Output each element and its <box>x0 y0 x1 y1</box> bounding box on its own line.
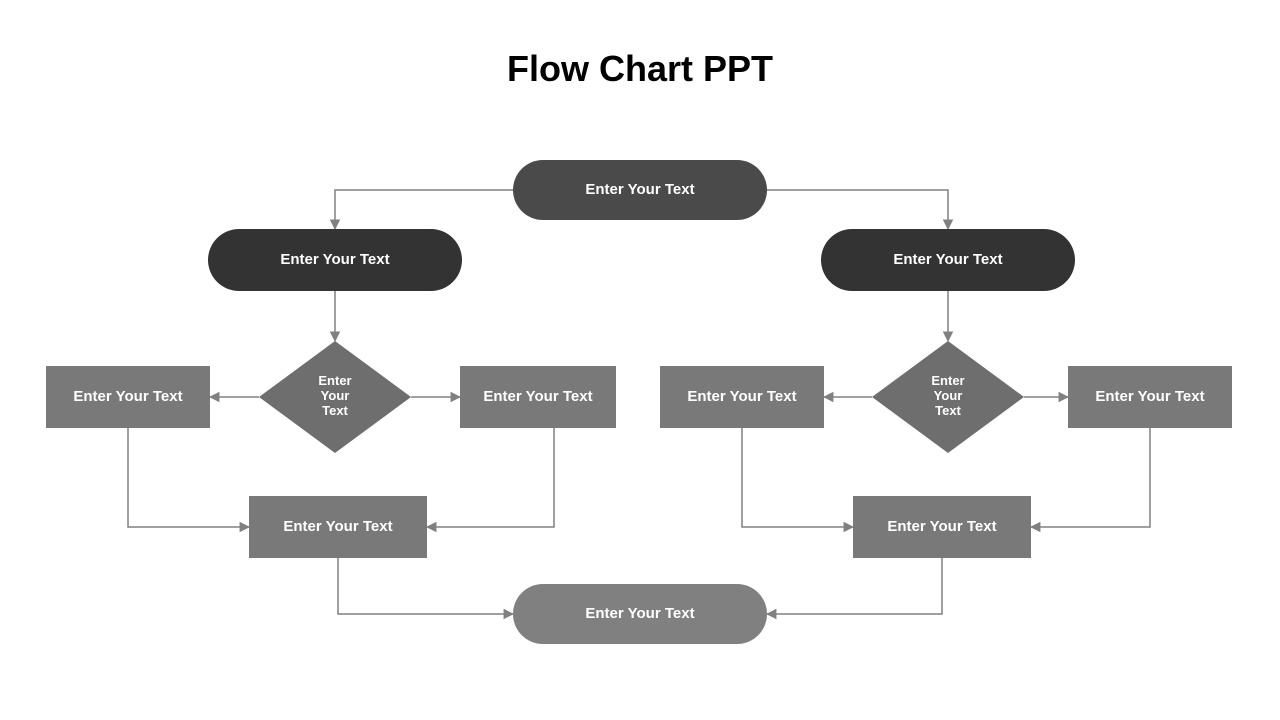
node-label: Enter Your Text <box>893 251 1002 268</box>
node-label: Enter Your Text <box>73 388 182 405</box>
node-r_r: Enter Your Text <box>1068 366 1232 428</box>
node-label: Enter Your Text <box>483 388 592 405</box>
node-label: Enter Your Text <box>280 251 389 268</box>
nodes-group: Enter Your Text Enter Your Text Enter Your… <box>46 160 1232 644</box>
flowchart-canvas: Enter Your Text Enter Your Text Enter Your… <box>0 0 1280 720</box>
node-r_l: Enter Your Text <box>660 366 824 428</box>
edge <box>338 558 513 614</box>
edge <box>128 428 249 527</box>
node-top: Enter Your Text <box>513 160 767 220</box>
edge <box>742 428 853 527</box>
node-label: EnterYourText <box>318 373 351 418</box>
node-label: Enter Your Text <box>585 605 694 622</box>
node-l_pill: Enter Your Text <box>208 229 462 291</box>
node-label: Enter Your Text <box>687 388 796 405</box>
node-label: Enter Your Text <box>283 518 392 535</box>
node-l_r: Enter Your Text <box>460 366 616 428</box>
node-l_l: Enter Your Text <box>46 366 210 428</box>
node-end: Enter Your Text <box>513 584 767 644</box>
edge <box>767 558 942 614</box>
node-label: Enter Your Text <box>585 181 694 198</box>
node-label: Enter Your Text <box>887 518 996 535</box>
node-r_pill: Enter Your Text <box>821 229 1075 291</box>
node-l_dia: EnterYourText <box>259 341 411 453</box>
edge <box>1031 428 1150 527</box>
node-r_dia: EnterYourText <box>872 341 1024 453</box>
node-label: Enter Your Text <box>1095 388 1204 405</box>
node-r_bot: Enter Your Text <box>853 496 1031 558</box>
node-label: EnterYourText <box>931 373 964 418</box>
edge <box>427 428 554 527</box>
node-l_bot: Enter Your Text <box>249 496 427 558</box>
